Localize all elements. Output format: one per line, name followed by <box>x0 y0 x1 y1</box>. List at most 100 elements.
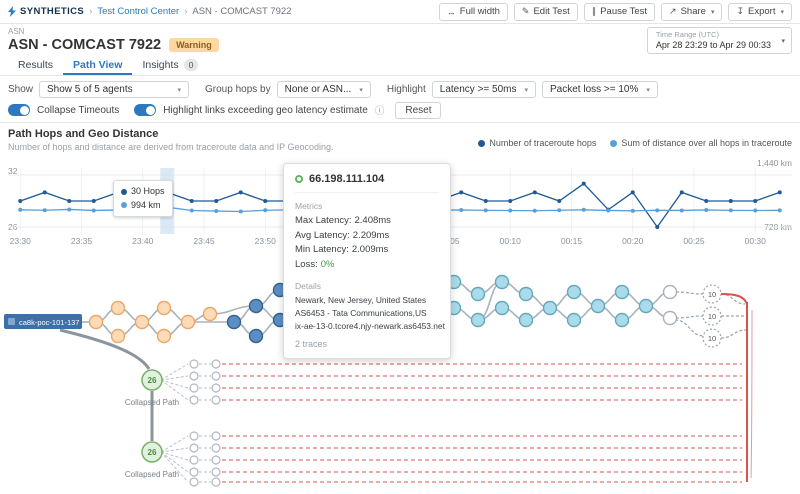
tab-insights[interactable]: Insights 0 <box>132 54 208 75</box>
path-node[interactable] <box>566 284 582 300</box>
path-node[interactable] <box>211 383 221 393</box>
agent-label[interactable]: ca8k-poc-101-137 <box>4 314 82 329</box>
brand-label: SYNTHETICS <box>20 6 85 17</box>
highlight-latency-select[interactable]: Latency >= 50ms ▾ <box>431 81 536 98</box>
agent-pill[interactable] <box>4 314 82 329</box>
tab-results[interactable]: Results <box>8 54 63 75</box>
path-node[interactable] <box>189 395 199 405</box>
path-node[interactable] <box>590 298 606 314</box>
grouped-hops[interactable]: 10 10 10 <box>702 284 722 348</box>
path-node[interactable] <box>248 298 264 314</box>
path-node[interactable] <box>189 431 199 441</box>
path-node[interactable] <box>614 284 630 300</box>
tab-path-view[interactable]: Path View <box>63 54 132 75</box>
path-node[interactable] <box>211 477 221 487</box>
hop-asn: AS6453 - Tata Communications,US <box>295 307 427 318</box>
share-button[interactable]: ↗ Share ▾ <box>661 2 723 21</box>
grouped-hop-node[interactable] <box>702 306 722 326</box>
path-node[interactable] <box>110 328 126 344</box>
path-node[interactable] <box>542 300 558 316</box>
path-node[interactable] <box>226 314 242 330</box>
path-node[interactable] <box>189 383 199 393</box>
path-node[interactable] <box>189 455 199 465</box>
brand[interactable]: SYNTHETICS <box>8 6 84 17</box>
group-hops-select[interactable]: None or ASN... ▾ <box>276 81 371 98</box>
full-width-button[interactable]: ↔ Full width <box>438 2 508 21</box>
path-node[interactable] <box>211 431 221 441</box>
chart-title: Path Hops and Geo Distance <box>8 128 159 140</box>
x-tick-label: 23:30 <box>9 236 31 246</box>
path-visualization: 26 Collapsed Path 26 Collapsed Path 10 1… <box>0 250 800 491</box>
export-button[interactable]: ↧ Export ▾ <box>728 2 792 21</box>
highlight-loss-value: Packet loss >= 10% <box>550 84 639 95</box>
chart-section-header: Path Hops and Geo Distance Number of hop… <box>0 122 800 156</box>
path-node[interactable] <box>189 467 199 477</box>
path-node[interactable] <box>189 371 199 381</box>
grouped-hop-node[interactable] <box>702 284 722 304</box>
path-node[interactable] <box>638 298 654 314</box>
highlight-loss-select[interactable]: Packet loss >= 10% ▾ <box>542 81 658 98</box>
collapse-timeouts-toggle[interactable] <box>8 104 30 116</box>
path-node[interactable] <box>211 455 221 465</box>
path-node[interactable] <box>470 286 486 302</box>
collapsed-edge <box>160 379 189 401</box>
show-agents-select[interactable]: Show 5 of 5 agents ▾ <box>39 81 190 98</box>
path-node[interactable] <box>662 310 678 326</box>
path-node[interactable] <box>156 300 172 316</box>
flyout-hops-value: 30 Hops <box>131 186 165 196</box>
path-node[interactable] <box>189 477 199 487</box>
legend-distance[interactable]: Sum of distance over all hops in tracero… <box>610 130 792 156</box>
path-node[interactable] <box>518 312 534 328</box>
x-tick-label: 00:25 <box>683 236 705 246</box>
path-node[interactable] <box>156 328 172 344</box>
path-node[interactable] <box>248 328 264 344</box>
path-node[interactable] <box>211 395 221 405</box>
collapsed-path-node[interactable] <box>141 441 163 463</box>
path-node[interactable] <box>518 286 534 302</box>
path-node[interactable] <box>566 312 582 328</box>
chevron-down-icon: ▾ <box>359 86 363 94</box>
path-node[interactable] <box>211 443 221 453</box>
path-node[interactable] <box>662 284 678 300</box>
path-node[interactable] <box>470 312 486 328</box>
grouped-hop-node[interactable] <box>702 328 722 348</box>
top-bar: SYNTHETICS › Test Control Center › ASN -… <box>0 0 800 24</box>
collapsed-path-group[interactable]: 26 Collapsed Path <box>125 369 179 407</box>
full-width-icon: ↔ <box>446 6 456 17</box>
breadcrumb-test-control-center[interactable]: Test Control Center <box>97 6 180 17</box>
path-node[interactable] <box>211 359 221 369</box>
path-node[interactable] <box>211 371 221 381</box>
collapsed-path-node[interactable] <box>141 369 163 391</box>
collapsed-path-group[interactable]: 26 Collapsed Path <box>125 441 179 479</box>
path-node[interactable] <box>189 359 199 369</box>
path-node[interactable] <box>494 300 510 316</box>
path-node[interactable] <box>211 467 221 477</box>
reset-button[interactable]: Reset <box>395 101 442 119</box>
info-icon[interactable]: ⓘ <box>374 106 385 117</box>
pause-test-button[interactable]: ∥ Pause Test <box>583 2 656 21</box>
path-node[interactable] <box>189 443 199 453</box>
loss-row: Loss: 0% <box>295 259 335 271</box>
geo-latency-label: Highlight links exceeding geo latency es… <box>163 104 368 116</box>
path-node[interactable] <box>110 300 126 316</box>
path-node[interactable] <box>134 314 150 330</box>
legend-hops[interactable]: Number of traceroute hops <box>478 130 596 156</box>
right-axis-max: 1,440 km <box>757 158 792 168</box>
x-tick-label: 23:45 <box>193 236 215 246</box>
path-node[interactable] <box>202 306 218 322</box>
path-node[interactable] <box>180 314 196 330</box>
path-node[interactable] <box>494 274 510 290</box>
tab-path-view-label: Path View <box>73 58 123 71</box>
path-graph[interactable]: 26 Collapsed Path 26 Collapsed Path 10 1… <box>0 250 800 488</box>
time-range-select[interactable]: Time Range (UTC) Apr 28 23:29 to Apr 29 … <box>646 27 792 54</box>
path-node[interactable] <box>88 314 104 330</box>
path-node[interactable] <box>614 312 630 328</box>
edit-test-button[interactable]: ✎ Edit Test <box>513 2 578 21</box>
chevron-down-icon: ▾ <box>710 8 715 16</box>
geo-latency-toggle[interactable] <box>134 104 157 116</box>
x-tick-label: 00:30 <box>744 236 766 246</box>
hop-trace-count: 2 traces <box>295 338 328 349</box>
pause-test-label: Pause Test <box>600 6 648 17</box>
collapsed-edge <box>160 435 189 453</box>
collapsed-edge <box>160 451 189 483</box>
